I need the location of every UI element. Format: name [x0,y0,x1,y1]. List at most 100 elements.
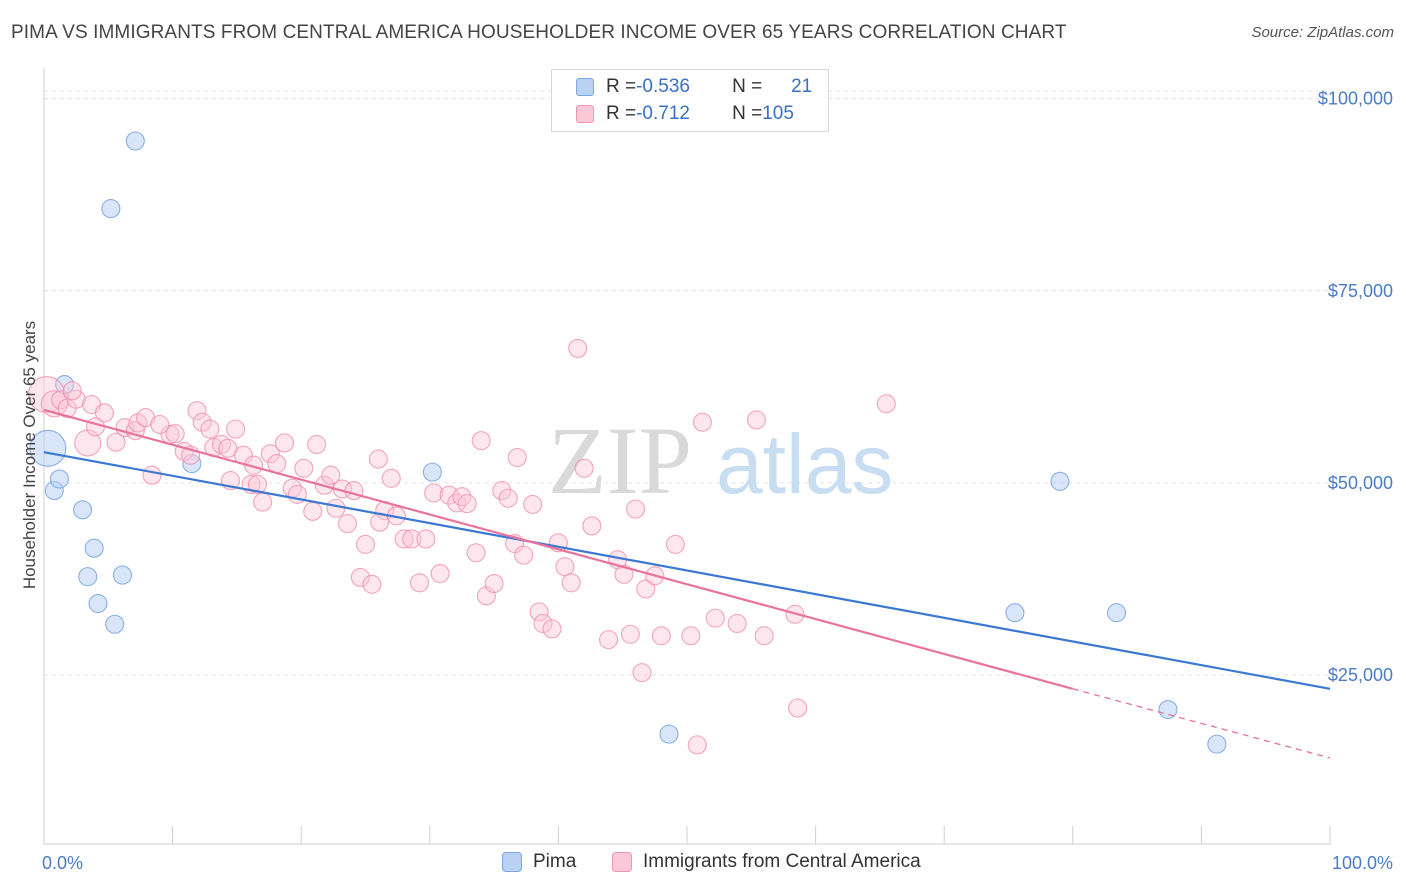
central-america-point-30 [260,444,280,464]
trend-lines [43,408,1331,759]
central-america-point-84 [632,663,652,683]
central-america-point-87 [651,626,671,646]
pima-point-16 [1005,603,1025,623]
central-america-point-28 [247,474,268,494]
central-america-point-58 [447,493,467,513]
central-america-legend-icon [612,852,632,872]
central-america-point-104 [62,381,82,401]
x-edge-label-end: 100.0% [1332,853,1393,873]
pima-point-17 [1106,603,1127,623]
central-america-point-52 [402,529,422,549]
central-america-point-76 [568,338,588,358]
central-america-point-36 [303,501,323,521]
n-label: N = [732,76,763,97]
pima-swatch-icon [576,78,594,96]
central-america-point-65 [492,481,512,501]
pima-point-11 [125,131,145,151]
legend-item-central-america: Immigrants from Central America [612,851,921,873]
central-america-point-44 [350,567,370,587]
central-america-point-5 [74,429,102,457]
y-tick-label-2: $75,000 [1328,281,1393,301]
central-america-point-43 [344,481,364,501]
central-america-point-90 [687,735,707,755]
pima-point-14 [659,724,679,744]
central-america-point-85 [636,579,656,599]
watermark: ZIP atlas [548,407,893,514]
central-america-point-97 [788,698,808,718]
x-edge-label-start: 0.0% [42,853,83,873]
central-america-point-53 [409,573,430,593]
central-america-point-64 [484,573,504,594]
central-america-point-60 [457,494,477,514]
pima-point-18 [1158,699,1178,720]
central-america-point-79 [599,630,619,650]
central-america-point-7 [94,403,114,423]
central-america-point-62 [471,431,491,451]
legend-label-pima: Pima [533,851,577,872]
central-america-point-103 [507,447,527,468]
central-america-point-95 [754,626,774,646]
central-america-point-56 [430,564,450,584]
y-tick-label-1: $50,000 [1328,473,1393,493]
central-america-trend-extension [1072,688,1331,759]
central-america-point-78 [582,516,602,536]
pima-point-19 [1207,734,1227,754]
central-america-point-69 [523,494,543,514]
central-america-point-75 [561,573,581,593]
central-america-point-51 [394,529,414,549]
pima-point-15 [1050,471,1070,491]
legend-item-pima: Pima [502,851,576,873]
pima-point-6 [84,538,104,558]
r-label: R = [606,103,637,124]
central-america-point-70 [529,602,549,622]
central-america-point-29 [253,492,273,512]
central-america-point-19 [192,412,212,432]
central-america-point-8 [106,432,126,452]
watermark-atlas: atlas [716,417,893,511]
grid-lines [44,90,1330,676]
central-america-point-35 [294,458,314,478]
central-america-point-31 [267,454,287,474]
central-america-point-18 [187,401,207,421]
central-america-point-83 [626,499,646,519]
pima-point-10 [112,565,132,585]
central-america-point-49 [381,468,401,488]
central-america-point-68 [514,545,534,565]
central-america-point-40 [326,498,346,518]
pima-trend-line [43,451,1331,690]
central-america-point-42 [337,514,358,534]
central-america-point-99 [85,417,105,437]
legend-row-central-america: R = -0.712 N = 105 [576,102,812,126]
stats-legend: R = -0.536 N = 21 R = -0.712 N = 105 [551,69,829,132]
central-america-point-47 [368,449,388,469]
tick-labels: $25,000 $50,000 $75,000 $100,000 0.0% 100.0% [42,89,1393,873]
pima-point-7 [88,593,108,614]
n-value: 105 [762,103,794,124]
pima-point-13 [422,462,442,482]
watermark-zip: ZIP [548,407,692,514]
r-value: -0.712 [636,103,690,124]
central-america-point-37 [307,434,327,455]
central-america-point-93 [727,613,747,634]
n-value: 21 [791,76,813,97]
pima-point-2 [49,469,69,489]
pima-point-0 [29,429,67,467]
central-america-point-32 [274,433,295,453]
central-america-point-77 [574,458,594,478]
central-america-point-91 [692,412,712,432]
central-america-point-98 [876,394,896,414]
y-tick-label-0: $25,000 [1328,665,1393,685]
pima-point-8 [101,199,121,219]
central-america-point-100 [150,414,170,435]
central-america-point-25 [226,419,246,439]
pima-point-5 [78,567,98,587]
central-america-point-63 [476,586,496,606]
r-value: -0.536 [636,76,690,97]
series-legend: Pima Immigrants from Central America [0,851,1406,877]
central-america-point-61 [466,543,486,563]
central-america-point-81 [614,564,634,584]
central-america-point-94 [746,410,766,430]
source-label: Source: ZipAtlas.com [1251,24,1394,41]
central-america-point-66 [498,488,518,508]
